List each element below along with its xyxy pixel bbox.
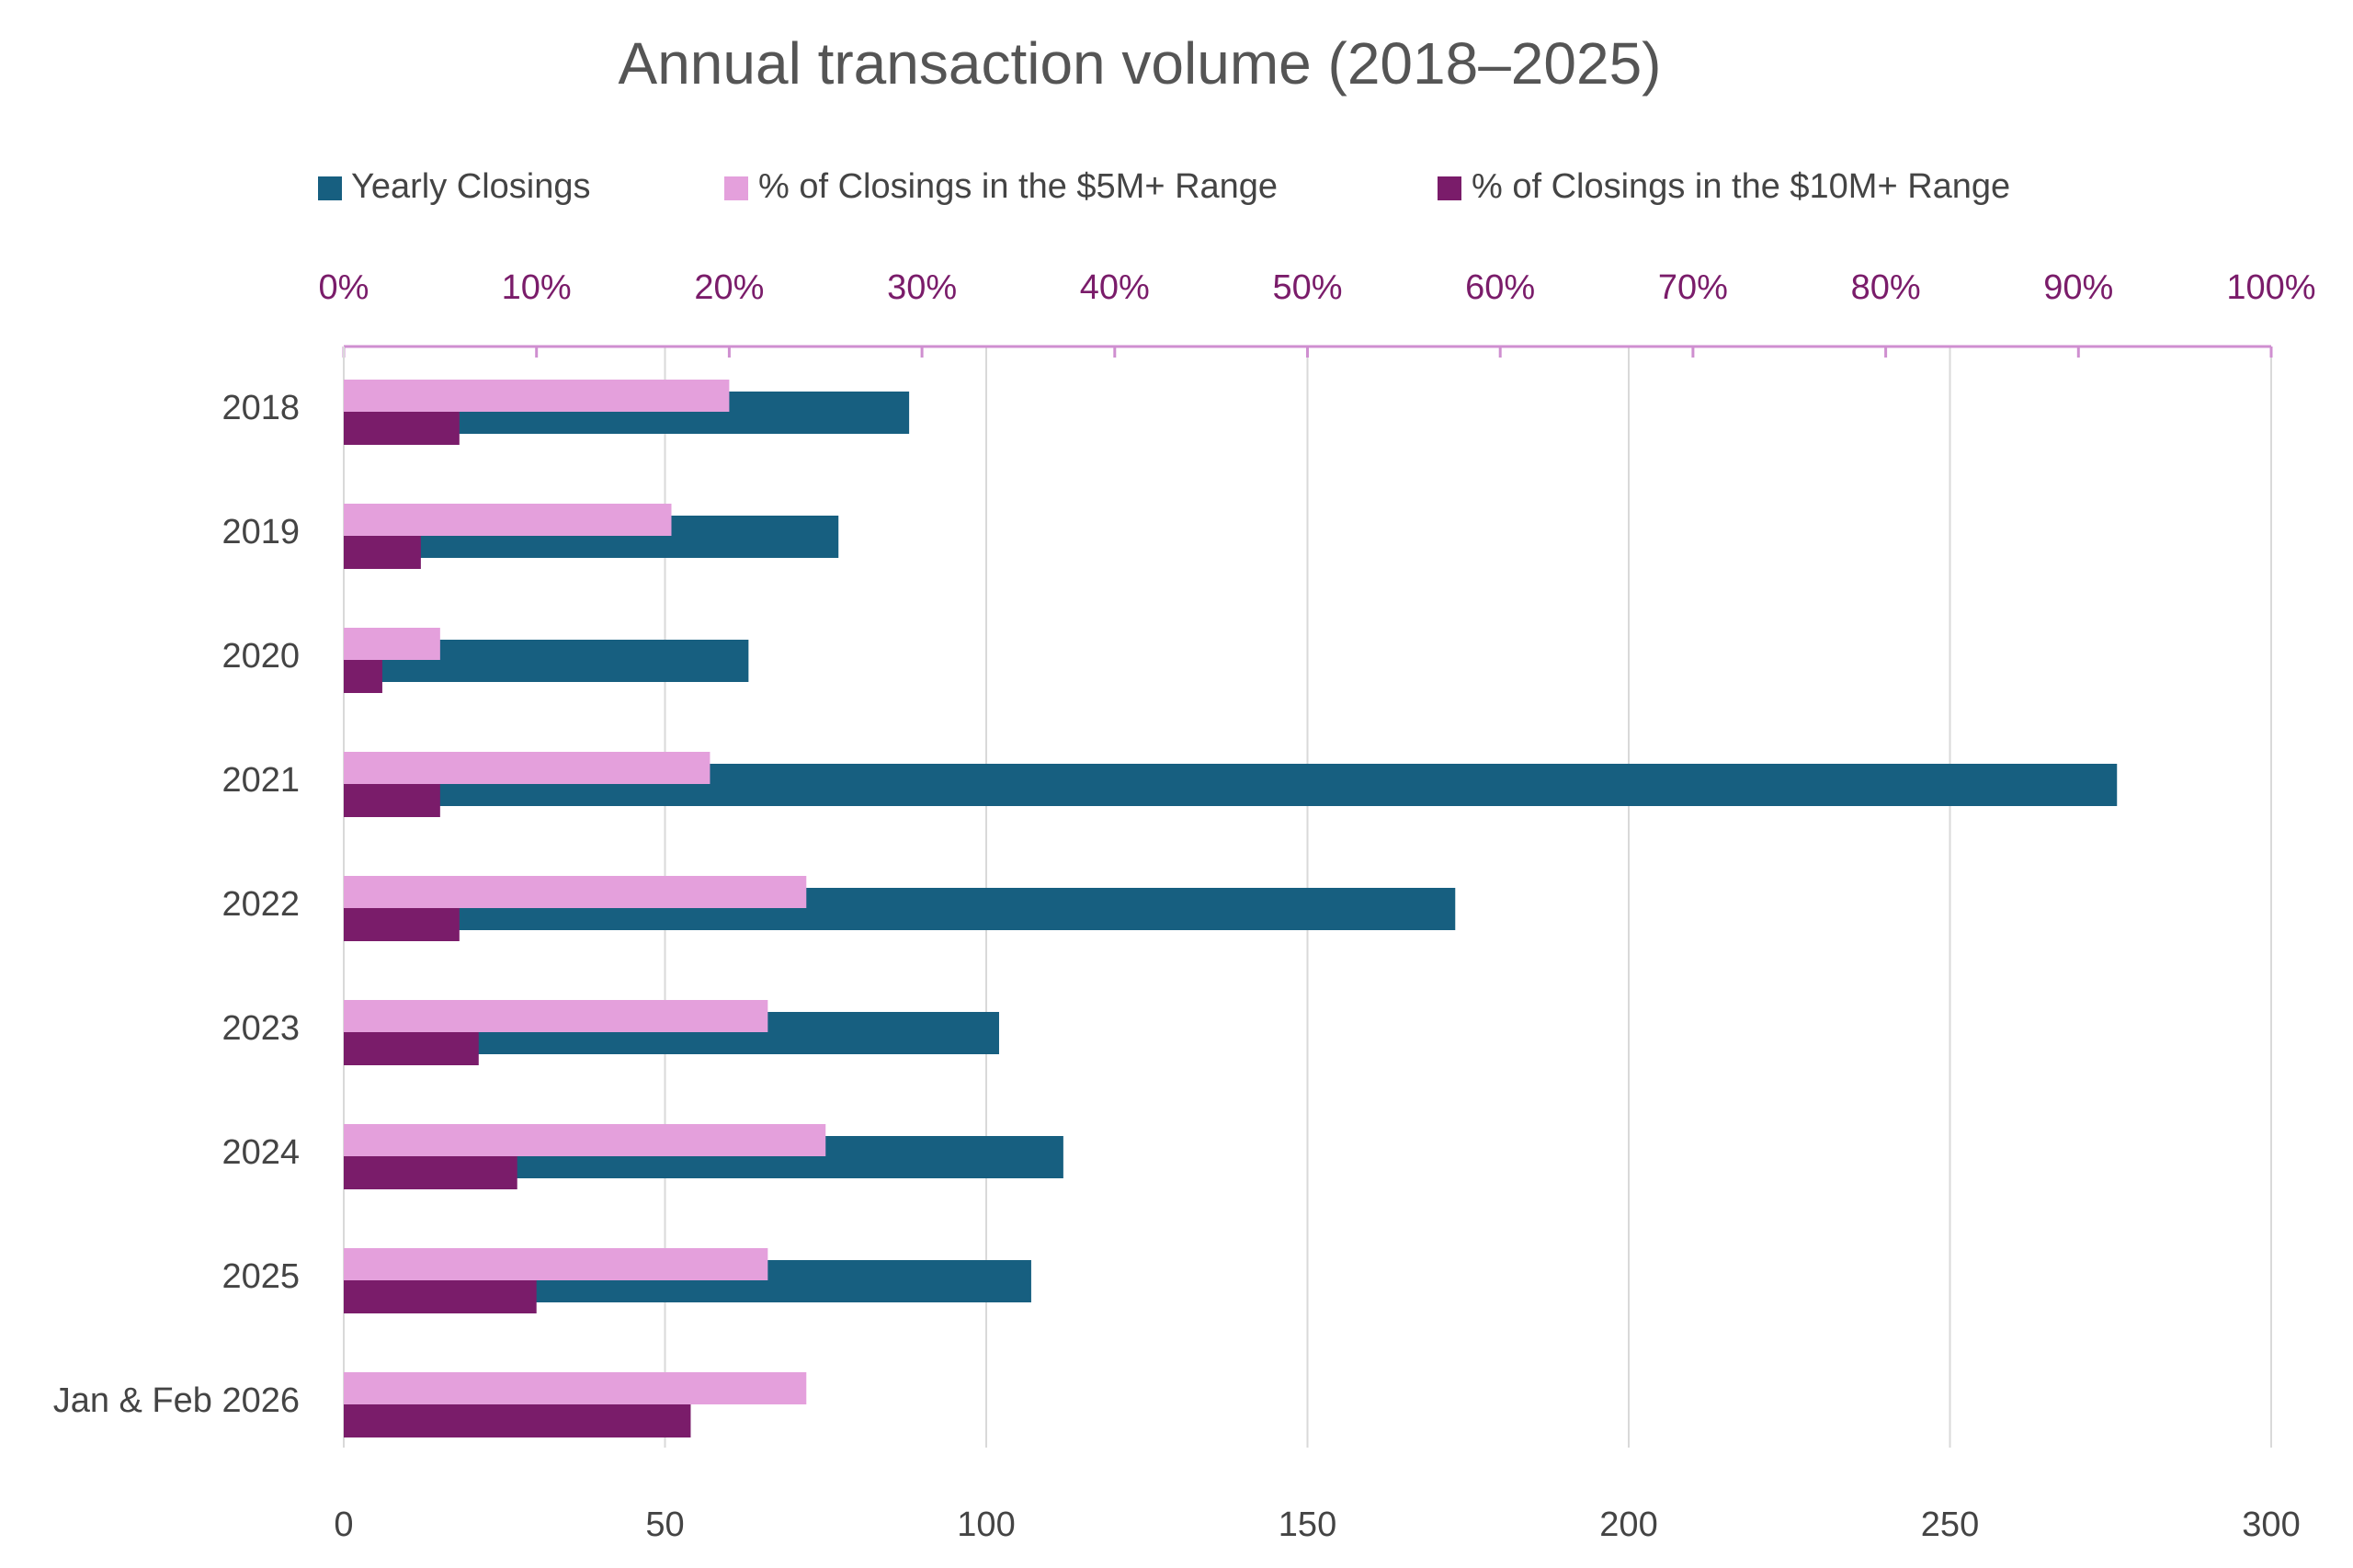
x-tick-label: 150 (1279, 1506, 1336, 1544)
secondary-tick-label: 20% (694, 268, 764, 307)
bar (344, 1404, 691, 1437)
x-tick-label: 50 (645, 1506, 684, 1544)
bar (344, 1032, 479, 1065)
legend-label: % of Closings in the $10M+ Range (1472, 167, 2010, 206)
legend-label: % of Closings in the $5M+ Range (758, 167, 1278, 206)
y-tick-label: 2020 (222, 637, 300, 676)
legend-label: Yearly Closings (351, 167, 591, 206)
y-tick-label: 2023 (222, 1009, 300, 1048)
secondary-tick-label: 30% (887, 268, 957, 307)
bar (344, 536, 421, 569)
bar (344, 1248, 768, 1280)
bar (344, 1000, 768, 1032)
x-tick-label: 250 (1921, 1506, 1979, 1544)
y-tick-label: 2024 (222, 1133, 300, 1172)
bar (344, 908, 460, 941)
legend-swatch (318, 176, 342, 200)
y-tick-label: 2019 (222, 513, 300, 551)
bar (344, 1372, 807, 1404)
y-tick-label: 2018 (222, 389, 300, 427)
legend-swatch (1438, 176, 1461, 200)
y-tick-label: 2021 (222, 761, 300, 800)
bar (344, 660, 382, 693)
bar (344, 876, 807, 908)
bar (344, 628, 440, 660)
bar (344, 1156, 517, 1189)
bar (344, 380, 730, 412)
y-tick-label: 2022 (222, 885, 300, 924)
secondary-tick-label: 0% (319, 268, 369, 307)
x-tick-label: 0 (334, 1506, 353, 1544)
secondary-tick-label: 70% (1658, 268, 1728, 307)
secondary-tick-label: 80% (1851, 268, 1921, 307)
secondary-tick-label: 50% (1272, 268, 1342, 307)
x-tick-label: 200 (1599, 1506, 1657, 1544)
secondary-tick-label: 90% (2043, 268, 2113, 307)
legend-swatch (724, 176, 748, 200)
bar (344, 752, 710, 784)
bar (344, 784, 440, 817)
secondary-tick-label: 40% (1080, 268, 1150, 307)
bar (344, 1280, 537, 1313)
secondary-tick-label: 60% (1465, 268, 1535, 307)
y-tick-label: 2025 (222, 1257, 300, 1296)
bar (344, 412, 460, 445)
chart-title: Annual transaction volume (2018–2025) (619, 30, 1662, 97)
y-tick-label: Jan & Feb 2026 (53, 1381, 300, 1420)
bar (344, 1124, 826, 1156)
x-tick-label: 100 (957, 1506, 1015, 1544)
secondary-tick-label: 100% (2226, 268, 2315, 307)
secondary-tick-label: 10% (502, 268, 572, 307)
x-tick-label: 300 (2242, 1506, 2300, 1544)
bar (344, 504, 672, 536)
